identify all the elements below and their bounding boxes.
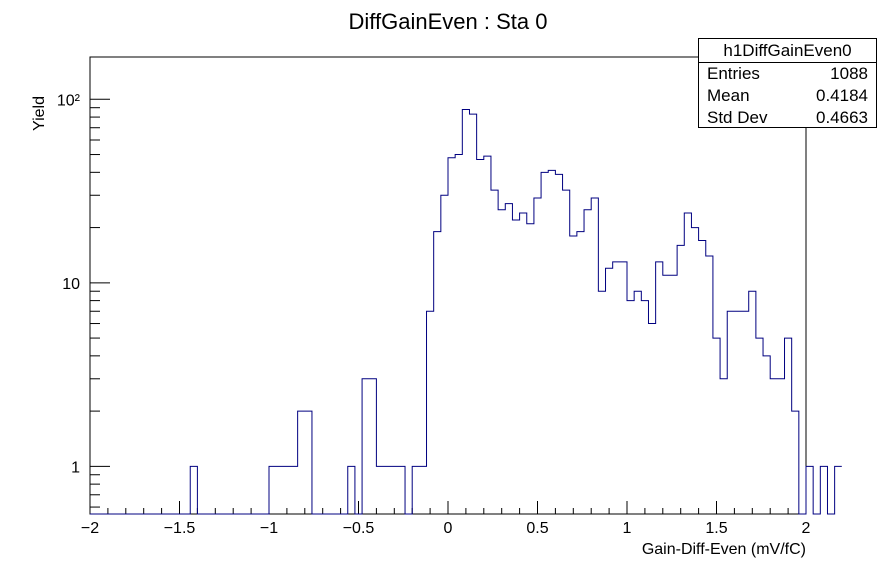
x-tick-label: 0.5 — [526, 520, 548, 537]
x-tick-label: 0 — [444, 520, 453, 537]
x-tick-label: −0.5 — [343, 520, 375, 537]
y-tick-label: 1 — [71, 459, 80, 476]
histogram-series-line — [90, 108, 842, 515]
stats-mean-label: Mean — [707, 86, 750, 105]
y-tick-label: 10 — [62, 276, 80, 293]
x-tick-label: 2 — [802, 520, 811, 537]
stats-histogram-name: h1DiffGainEven0 — [699, 39, 876, 63]
stats-row-entries: Entries 1088 — [699, 63, 876, 85]
x-axis-label: Gain-Diff-Even (mV/fC) — [642, 541, 806, 558]
y-axis-label: Yield — [31, 96, 48, 131]
x-tick-label: −1.5 — [164, 520, 196, 537]
stats-row-stddev: Std Dev 0.4663 — [699, 107, 876, 129]
chart-title: DiffGainEven : Sta 0 — [349, 9, 548, 34]
x-tick-label: −2 — [81, 520, 99, 537]
y-axis-ticks: 1 10 10² — [57, 92, 110, 508]
stats-row-mean: Mean 0.4184 — [699, 85, 876, 107]
stats-entries-value: 1088 — [830, 64, 868, 83]
stats-mean-value: 0.4184 — [816, 86, 868, 105]
x-axis-ticks: −2 −1.5 −1 −0.5 0 0.5 1 1.5 2 — [81, 501, 811, 537]
x-tick-label: 1 — [623, 520, 632, 537]
x-tick-label: −1 — [260, 520, 278, 537]
stats-box: h1DiffGainEven0 Entries 1088 Mean 0.4184… — [698, 38, 877, 128]
stats-entries-label: Entries — [707, 64, 760, 83]
stats-stddev-label: Std Dev — [707, 108, 768, 127]
x-tick-label: 1.5 — [705, 520, 727, 537]
y-tick-label: 10² — [57, 92, 81, 109]
stats-stddev-value: 0.4663 — [816, 108, 868, 127]
